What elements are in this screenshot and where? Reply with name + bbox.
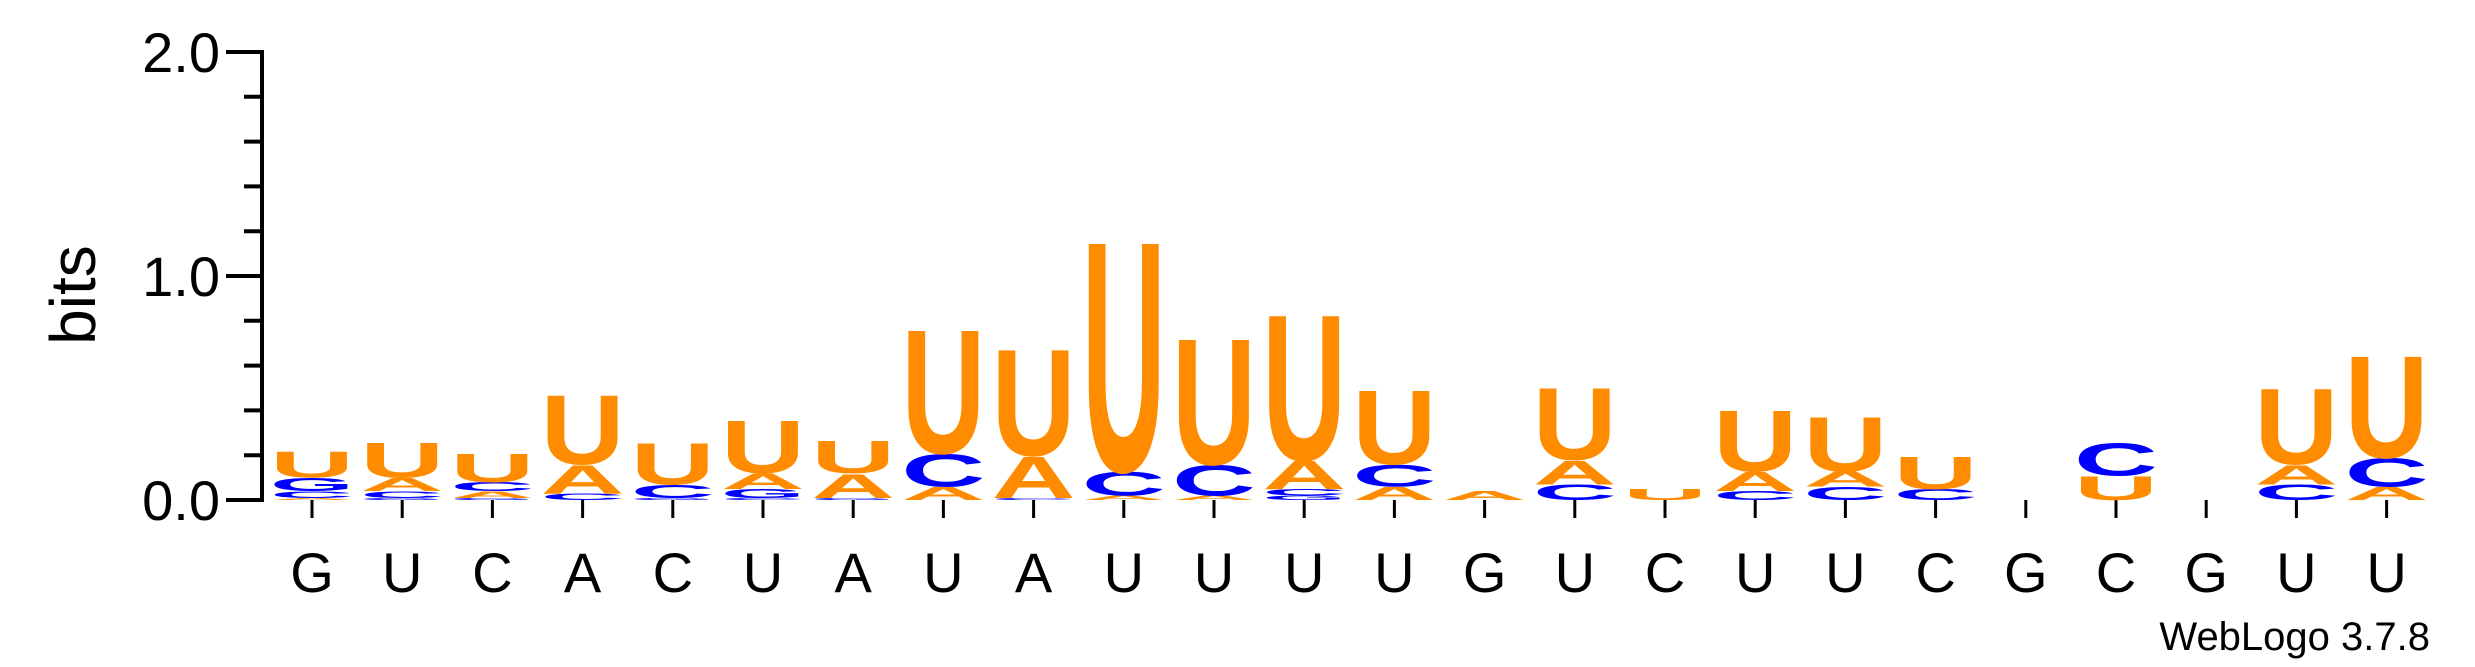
x-tick-label: C bbox=[472, 541, 512, 604]
logo-letter-U: U bbox=[541, 374, 625, 485]
x-tick-label: C bbox=[2096, 541, 2136, 604]
x-tick-label: U bbox=[1284, 541, 1324, 604]
x-tick-label: U bbox=[743, 541, 783, 604]
x-tick-label: C bbox=[653, 541, 693, 604]
y-tick-label: 0.0 bbox=[142, 469, 220, 532]
x-tick-label: G bbox=[2004, 541, 2048, 604]
x-tick-label: U bbox=[1104, 541, 1144, 604]
logo-letter-U: U bbox=[1803, 400, 1887, 487]
logo-letter-U: U bbox=[901, 292, 985, 491]
x-tick-label: U bbox=[2276, 541, 2316, 604]
y-axis: 0.0 1.0 2.0 bbox=[142, 21, 262, 532]
logo-letter-U: U bbox=[721, 406, 805, 489]
x-tick-label: U bbox=[382, 541, 422, 604]
y-tick-label: 1.0 bbox=[142, 245, 220, 308]
logo-letter-U: U bbox=[2254, 366, 2338, 488]
x-tick-label: U bbox=[1194, 541, 1234, 604]
x-tick-label: G bbox=[290, 541, 334, 604]
x-tick-label: U bbox=[1374, 541, 1414, 604]
x-tick-label: U bbox=[2366, 541, 2406, 604]
logo-letter-U: U bbox=[992, 317, 1076, 488]
logo-letter-U: U bbox=[1172, 303, 1256, 504]
x-tick-label: G bbox=[1463, 541, 1507, 604]
logo-letter-U: U bbox=[1082, 173, 1166, 541]
x-tick-label: U bbox=[1735, 541, 1775, 604]
logo-letter-U: U bbox=[450, 446, 534, 491]
logo-letter-U: U bbox=[2345, 325, 2429, 489]
logo-letter-C: C bbox=[2074, 433, 2158, 485]
logo-letter-A: A bbox=[1443, 489, 1527, 503]
logo-letter-U: U bbox=[631, 430, 715, 497]
y-axis-label: bits bbox=[37, 245, 109, 345]
logo-letter-U: U bbox=[1533, 368, 1617, 482]
x-tick-label: A bbox=[1015, 541, 1053, 604]
logo-letter-U: U bbox=[1623, 486, 1707, 503]
x-tick-label: C bbox=[1915, 541, 1955, 604]
x-tick-label: A bbox=[564, 541, 602, 604]
x-tick-label: U bbox=[1825, 541, 1865, 604]
logo-letter-U: U bbox=[1262, 271, 1346, 504]
x-tick-label: A bbox=[835, 541, 873, 604]
x-tick-label: G bbox=[2184, 541, 2228, 604]
logo-letter-U: U bbox=[811, 431, 895, 483]
logo-letter-U: U bbox=[360, 433, 444, 489]
x-tick-label: U bbox=[923, 541, 963, 604]
y-tick-label: 2.0 bbox=[142, 21, 220, 84]
logo-letter-U: U bbox=[270, 444, 354, 485]
weblogo-credit: WebLogo 3.7.8 bbox=[2159, 615, 2430, 659]
logo-letter-U: U bbox=[1713, 392, 1797, 489]
x-tick-label: U bbox=[1555, 541, 1595, 604]
x-tick-label: C bbox=[1645, 541, 1685, 604]
logo-letter-U: U bbox=[1894, 447, 1978, 499]
logo-letter-U: U bbox=[1352, 368, 1436, 487]
